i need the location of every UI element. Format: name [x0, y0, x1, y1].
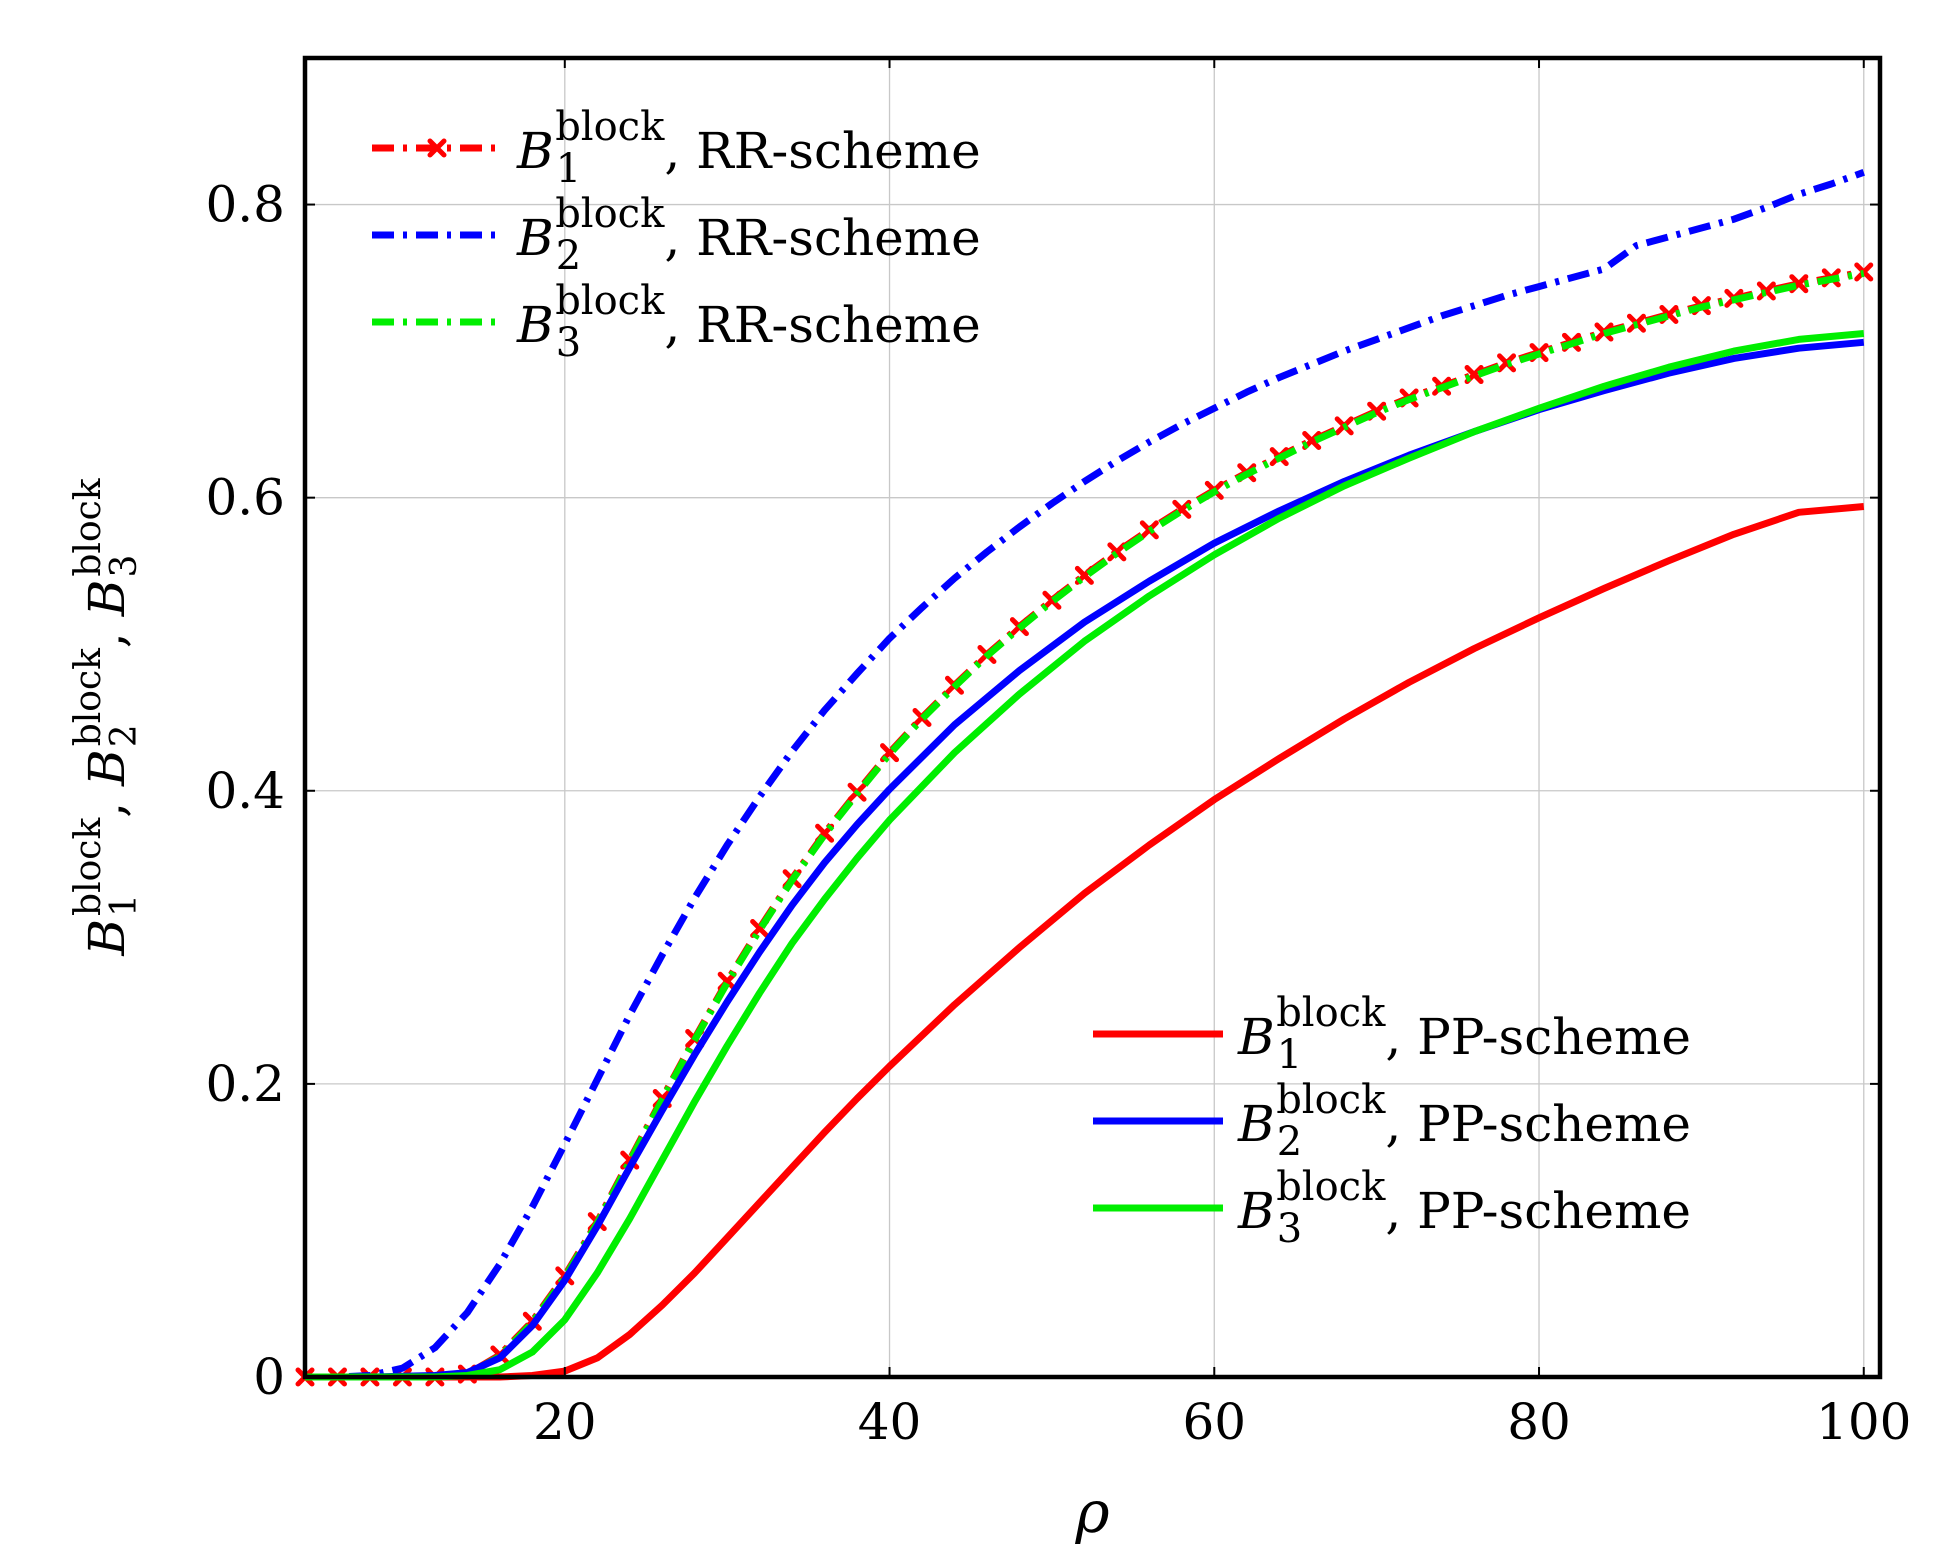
legend-label-sup: block: [555, 104, 665, 150]
legend-marker: [427, 138, 447, 158]
legend-label-base: B: [1237, 1182, 1275, 1240]
legend-label-sub: 2: [1277, 1119, 1302, 1165]
series-marker: [1854, 262, 1874, 282]
legend-label: B3block, RR-scheme: [516, 278, 981, 366]
legend-label: B2block, PP-scheme: [1237, 1077, 1691, 1165]
series-marker: [1107, 542, 1127, 562]
x-tick-label: 20: [533, 1393, 597, 1451]
legend-label-sub: 1: [556, 146, 581, 192]
legend-label-sup: block: [1276, 1164, 1386, 1210]
legend-label-suffix: , PP-scheme: [1385, 1182, 1691, 1240]
plot-frame: [302, 55, 1883, 1380]
series-marker: [1756, 281, 1776, 301]
y-title-separator: ,: [78, 786, 136, 818]
y-tick-label: 0.6: [205, 469, 285, 527]
legend-label: B3block, PP-scheme: [1237, 1164, 1691, 1252]
y-tick-label: 0.4: [205, 762, 285, 820]
legend-label-suffix: , RR-scheme: [664, 296, 980, 354]
y-title-base: B: [78, 749, 136, 787]
y-tick-label: 0.8: [205, 176, 285, 234]
legend-label-base: B: [516, 209, 554, 267]
x-tick-label: 60: [1182, 1393, 1246, 1451]
legend-label-sup: block: [1276, 1077, 1386, 1123]
y-title-base: B: [78, 580, 136, 618]
legend-label-sub: 3: [556, 320, 581, 366]
legend-label-sup: block: [555, 191, 665, 237]
y-title-sup: block: [68, 817, 109, 916]
legend-label-suffix: , PP-scheme: [1385, 1008, 1691, 1066]
x-axis-title: ρ: [1074, 1478, 1109, 1546]
legend-label-base: B: [516, 296, 554, 354]
y-tick-label: 0.2: [205, 1055, 285, 1113]
legend-label: B2block, RR-scheme: [516, 191, 981, 279]
legend-label-base: B: [1237, 1008, 1275, 1066]
legend-label: B1block, PP-scheme: [1237, 990, 1691, 1078]
legend-label-base: B: [516, 122, 554, 180]
y-title-sub: 1: [104, 894, 145, 917]
x-tick-label: 100: [1816, 1393, 1911, 1451]
x-tick-label: 80: [1507, 1393, 1571, 1451]
legend-label-sub: 1: [1277, 1032, 1302, 1078]
series-marker: [1497, 353, 1517, 373]
y-title-separator: ,: [78, 616, 136, 648]
y-tick-label: 0: [253, 1348, 285, 1406]
legend-label-sup: block: [1276, 990, 1386, 1036]
legend-label-base: B: [1237, 1095, 1275, 1153]
y-title-sub: 3: [104, 555, 145, 578]
legend-label-suffix: , RR-scheme: [664, 122, 980, 180]
y-title-sub: 2: [104, 724, 145, 747]
y-title-base: B: [78, 919, 136, 957]
series-line-3: [305, 269, 1865, 1381]
x-tick-label: 40: [858, 1393, 922, 1451]
legend-label-sub: 3: [1277, 1206, 1302, 1252]
y-title-sup: block: [68, 477, 109, 576]
y-title-sup: block: [68, 647, 109, 746]
legend-label-sup: block: [555, 278, 665, 324]
legend-label-sub: 2: [556, 233, 581, 279]
y-axis-title: B1block, B2block, B3block: [68, 477, 145, 956]
legend-label: B1block, RR-scheme: [516, 104, 981, 192]
series-line-2: [305, 169, 1865, 1381]
legend-label-suffix: , PP-scheme: [1385, 1095, 1691, 1153]
legend-label-suffix: , RR-scheme: [664, 209, 980, 267]
series-line-6: [305, 330, 1865, 1381]
